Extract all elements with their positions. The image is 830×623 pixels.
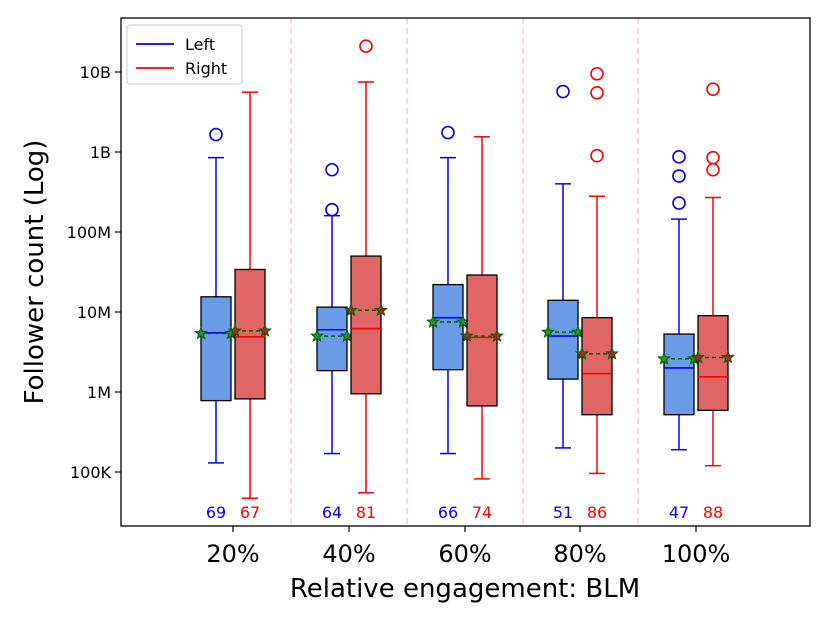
count-label-left: 47 (669, 503, 689, 522)
count-label-right: 67 (240, 503, 260, 522)
mean-star (489, 328, 505, 343)
outlier-point (672, 150, 686, 164)
box-right-20pct (227, 91, 273, 499)
count-label-left: 51 (553, 503, 573, 522)
iqr-box (697, 315, 729, 411)
iqr-box (350, 255, 382, 395)
box-left-60pct (425, 125, 471, 455)
plot-area (120, 17, 811, 527)
box-left-80pct (540, 84, 586, 449)
box-right-60pct (459, 136, 505, 480)
x-tick-label: 20% (206, 540, 259, 568)
box-left-20pct (193, 127, 239, 464)
outlier-point (590, 85, 604, 100)
mean-star (690, 350, 706, 364)
box-left-40pct (309, 162, 355, 455)
mean-star (193, 326, 209, 340)
iqr-box (466, 274, 498, 407)
x-axis: 20% 40% 60% 80% 100% (206, 526, 730, 568)
mean-star (257, 323, 273, 337)
y-tick-label: 1M (87, 383, 111, 402)
mean-star (425, 314, 441, 328)
legend-frame (126, 24, 243, 85)
iqr-box (316, 306, 348, 372)
y-tick-label: 100K (70, 463, 112, 482)
outlier-point (672, 169, 686, 183)
box-right-40pct (343, 39, 389, 494)
count-label-left: 66 (438, 503, 458, 522)
iqr-box (581, 316, 613, 416)
mean-star (309, 328, 325, 343)
count-label-right: 74 (472, 503, 492, 522)
x-tick-label: 60% (438, 540, 491, 568)
outlier-point (590, 66, 604, 81)
y-tick-label: 100M (67, 223, 111, 242)
y-tick-label: 1B (90, 143, 111, 162)
mean-star (604, 346, 620, 360)
mean-star (227, 323, 243, 337)
y-tick-label: 10M (77, 303, 111, 322)
box-right-80pct (574, 66, 620, 475)
mean-star (574, 346, 590, 360)
box-left-100pct (656, 150, 702, 451)
outlier-point (706, 150, 720, 165)
group-separators (290, 18, 639, 526)
y-axis: 100K 1M 10M 100M 1B 10B (67, 63, 121, 482)
outlier-point (325, 162, 339, 177)
legend: Left Right (126, 24, 243, 85)
mean-star (540, 324, 556, 339)
legend-right-label: Right (185, 59, 227, 78)
x-tick-label: 80% (553, 540, 606, 568)
box-right-100pct (690, 82, 736, 467)
iqr-box (663, 333, 695, 416)
count-label-left: 64 (322, 503, 342, 522)
outlier-point (441, 125, 455, 140)
outlier-point (672, 196, 686, 210)
y-tick-label: 10B (80, 63, 111, 82)
outlier-point (359, 39, 373, 54)
mean-star (343, 302, 359, 317)
x-tick-label: 40% (322, 540, 375, 568)
outlier-point (209, 127, 223, 142)
outlier-point (706, 82, 720, 96)
outlier-point (590, 148, 604, 163)
y-axis-label: Follower count (Log) (20, 140, 50, 405)
count-labels: 69 64 66 51 47 67 81 74 86 88 (206, 503, 723, 522)
count-label-right: 86 (587, 503, 607, 522)
iqr-box (234, 268, 266, 400)
outlier-point (706, 162, 720, 177)
count-label-right: 88 (703, 503, 723, 522)
legend-left-label: Left (185, 35, 215, 54)
outlier-point (325, 202, 339, 217)
x-axis-label: Relative engagement: BLM (290, 574, 640, 604)
iqr-box (547, 299, 579, 380)
outlier-point (556, 84, 570, 99)
iqr-box (432, 283, 464, 371)
mean-star (373, 302, 389, 317)
mean-star (720, 350, 736, 364)
x-tick-label: 100% (662, 540, 731, 568)
count-label-right: 81 (356, 503, 376, 522)
mean-star (656, 351, 672, 365)
mean-star (459, 328, 475, 343)
box-series (193, 39, 736, 499)
iqr-box (200, 296, 232, 402)
count-label-left: 69 (206, 503, 226, 522)
